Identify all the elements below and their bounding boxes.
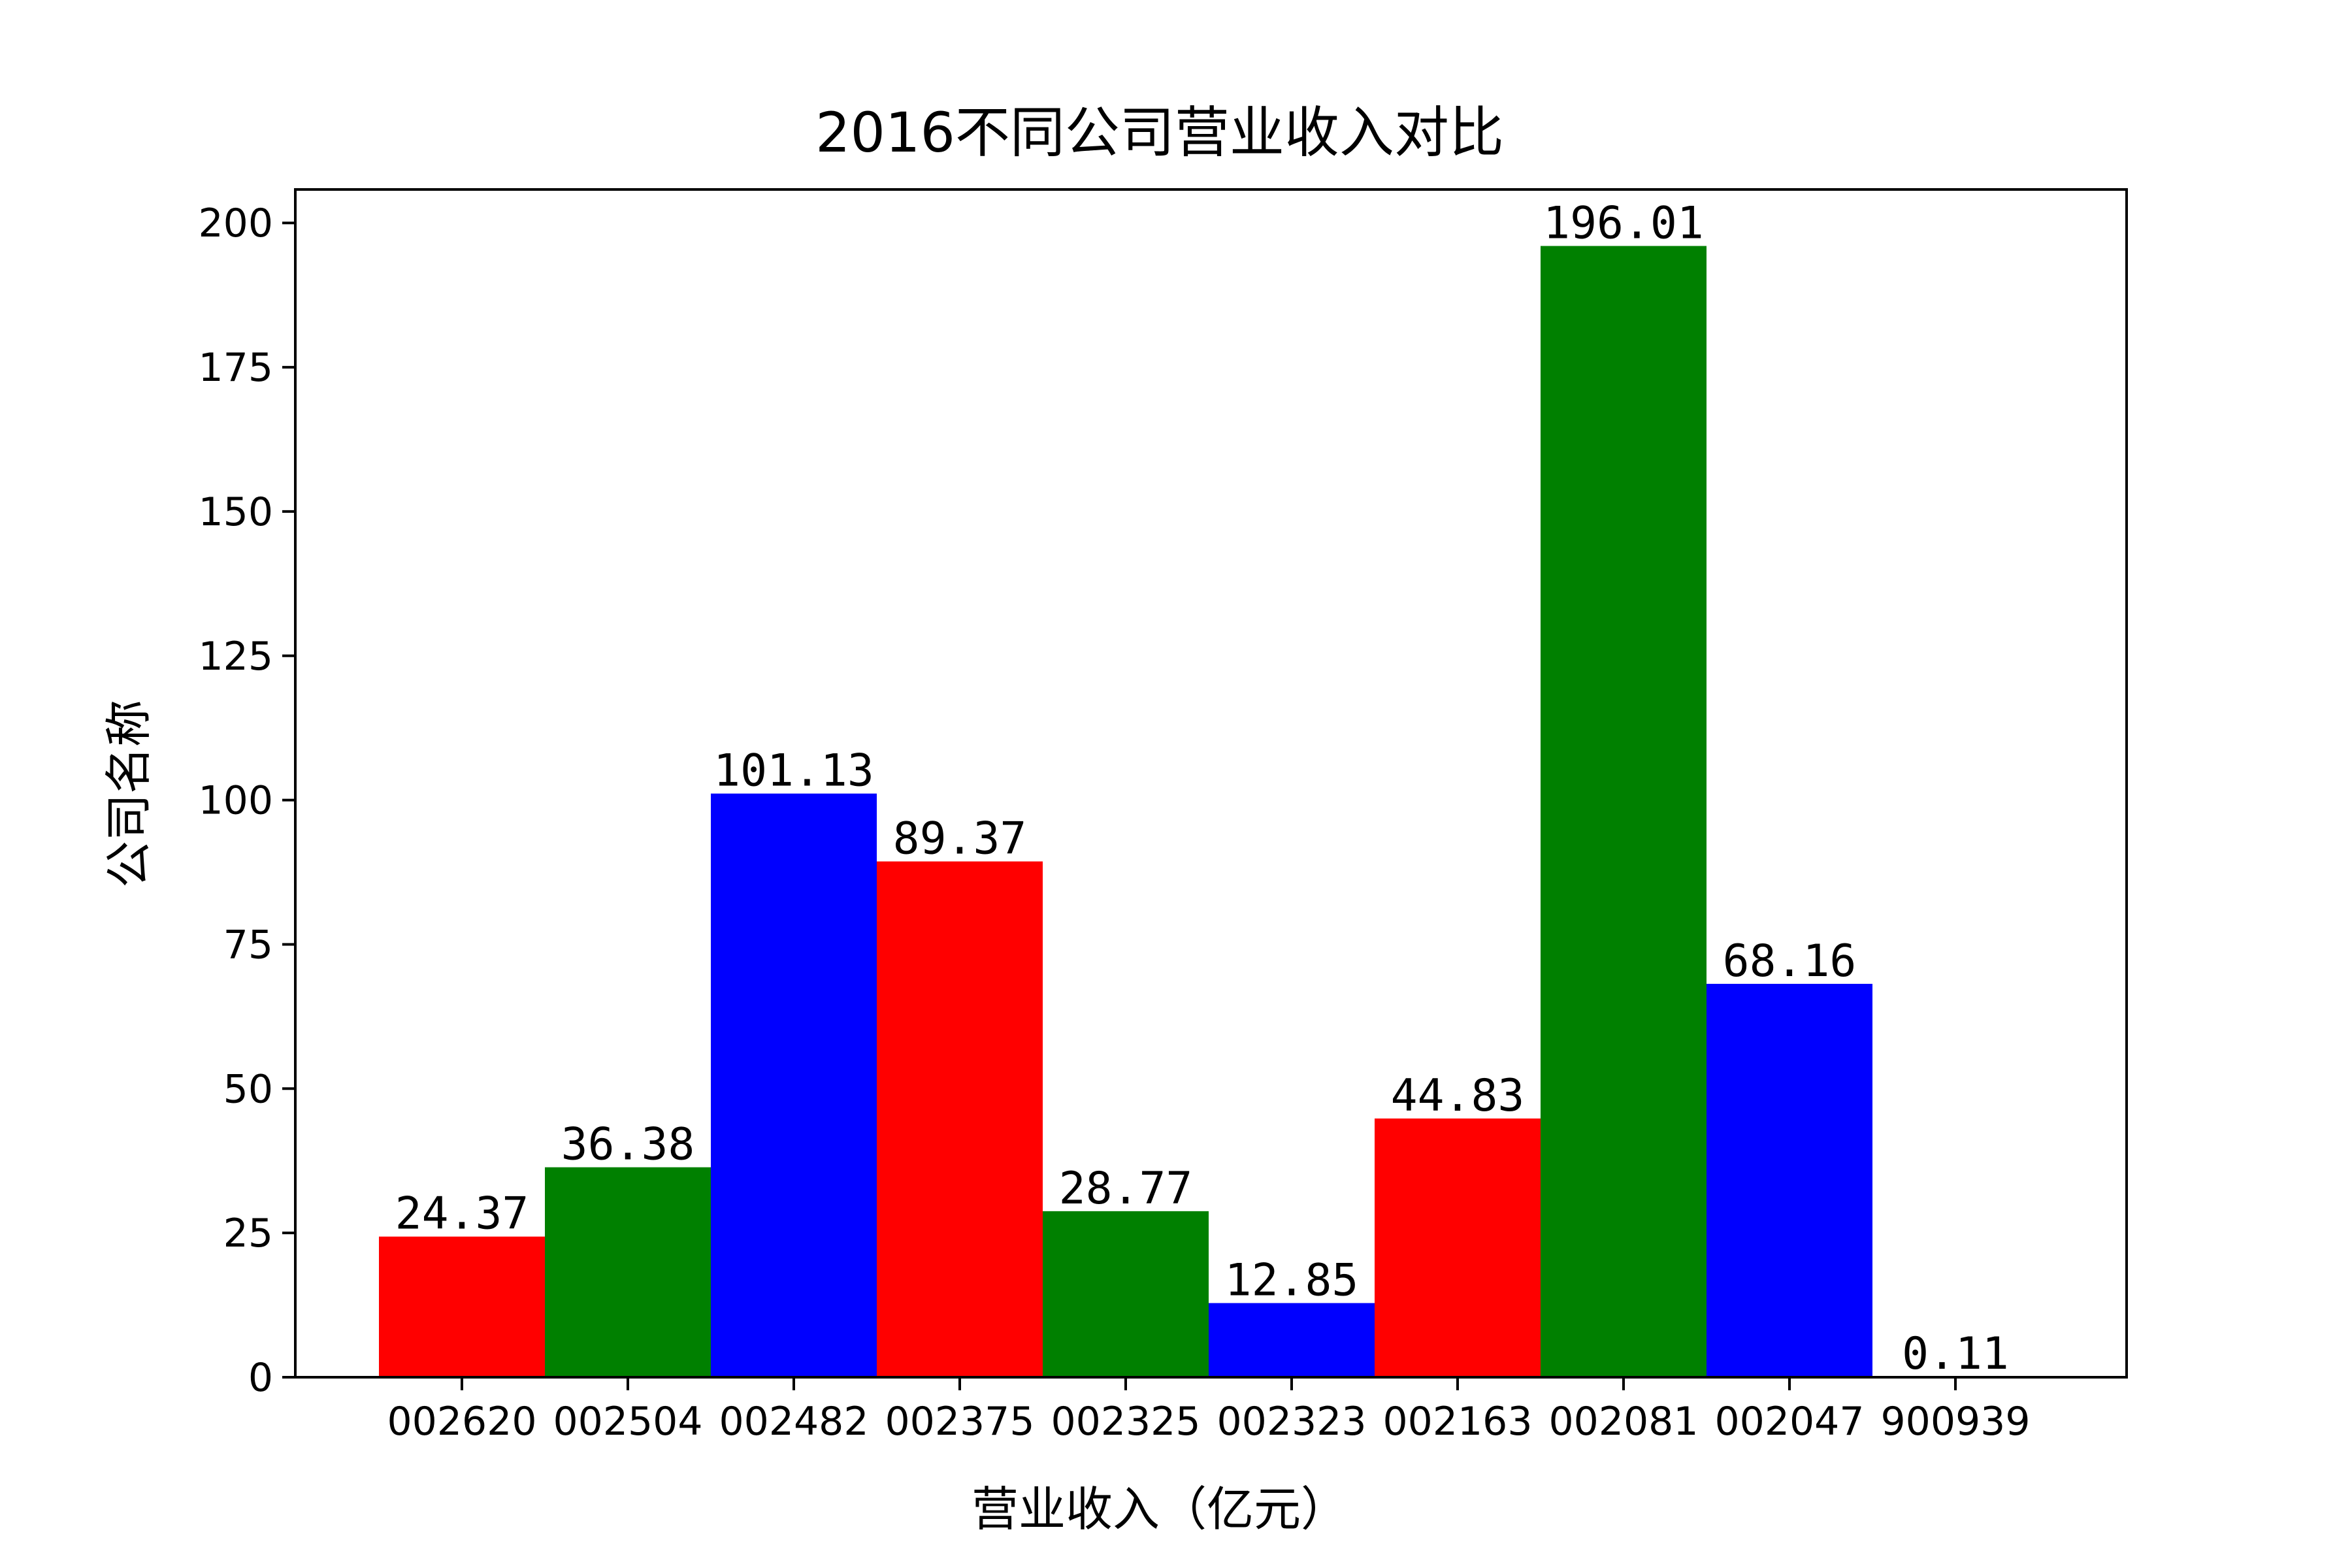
data-label-002325: 28.77 [1059, 1163, 1193, 1215]
data-label-002081: 196.01 [1543, 197, 1704, 249]
x-tick-label-002047: 002047 [1714, 1399, 1864, 1445]
data-label-002047: 68.16 [1723, 936, 1857, 987]
bar-002323 [1209, 1303, 1375, 1377]
bar-002482 [711, 793, 877, 1377]
bar-002163 [1375, 1118, 1541, 1377]
x-axis: 002620 002504 002482 002375 002325 002323 0021… [387, 1377, 2031, 1445]
bar-002375 [877, 861, 1043, 1377]
bar-002325 [1043, 1211, 1209, 1377]
y-tick-label-50: 50 [223, 1066, 273, 1112]
data-label-900939: 0.11 [1902, 1328, 2009, 1380]
x-tick-label-002620: 002620 [387, 1399, 536, 1445]
data-label-002482: 101.13 [713, 745, 874, 797]
bar-002504 [545, 1167, 711, 1377]
x-tick-label-002163: 002163 [1382, 1399, 1532, 1445]
data-label-002504: 36.38 [561, 1119, 695, 1171]
y-tick-label-75: 75 [223, 922, 273, 968]
data-label-002163: 44.83 [1391, 1070, 1525, 1122]
y-tick-label-150: 150 [198, 489, 273, 535]
y-tick-label-25: 25 [223, 1211, 273, 1256]
data-label-002375: 89.37 [893, 813, 1027, 865]
x-tick-label-002375: 002375 [885, 1399, 1034, 1445]
y-tick-label-100: 100 [198, 778, 273, 824]
bar-002620 [379, 1236, 545, 1377]
x-tick-label-002323: 002323 [1217, 1399, 1366, 1445]
x-tick-label-002482: 002482 [719, 1399, 868, 1445]
x-axis-label: 营业收入（亿元） [972, 1482, 1348, 1537]
x-tick-label-002504: 002504 [553, 1399, 702, 1445]
bars-group [379, 246, 2038, 1377]
y-axis: 0 25 50 75 100 125 150 175 200 [198, 201, 295, 1401]
y-tick-label-125: 125 [198, 634, 273, 679]
y-axis-label: 公司名称 [101, 700, 156, 888]
y-tick-label-200: 200 [198, 201, 273, 246]
plot-frame [294, 188, 2128, 1379]
data-label-002620: 24.37 [395, 1188, 529, 1240]
y-tick-label-0: 0 [248, 1355, 273, 1401]
bar-002081 [1541, 246, 1707, 1377]
chart-title: 2016不同公司营业收入对比 [815, 101, 1504, 165]
x-tick-label-002325: 002325 [1051, 1399, 1200, 1445]
data-label-002323: 12.85 [1225, 1254, 1359, 1306]
data-labels-group: 24.37 36.38 101.13 89.37 28.77 12.85 44.83 196.… [395, 197, 2009, 1380]
x-tick-label-002081: 002081 [1548, 1399, 1698, 1445]
x-tick-label-900939: 900939 [1880, 1399, 2030, 1445]
y-tick-label-175: 175 [198, 345, 273, 391]
bar-002047 [1707, 983, 1872, 1377]
